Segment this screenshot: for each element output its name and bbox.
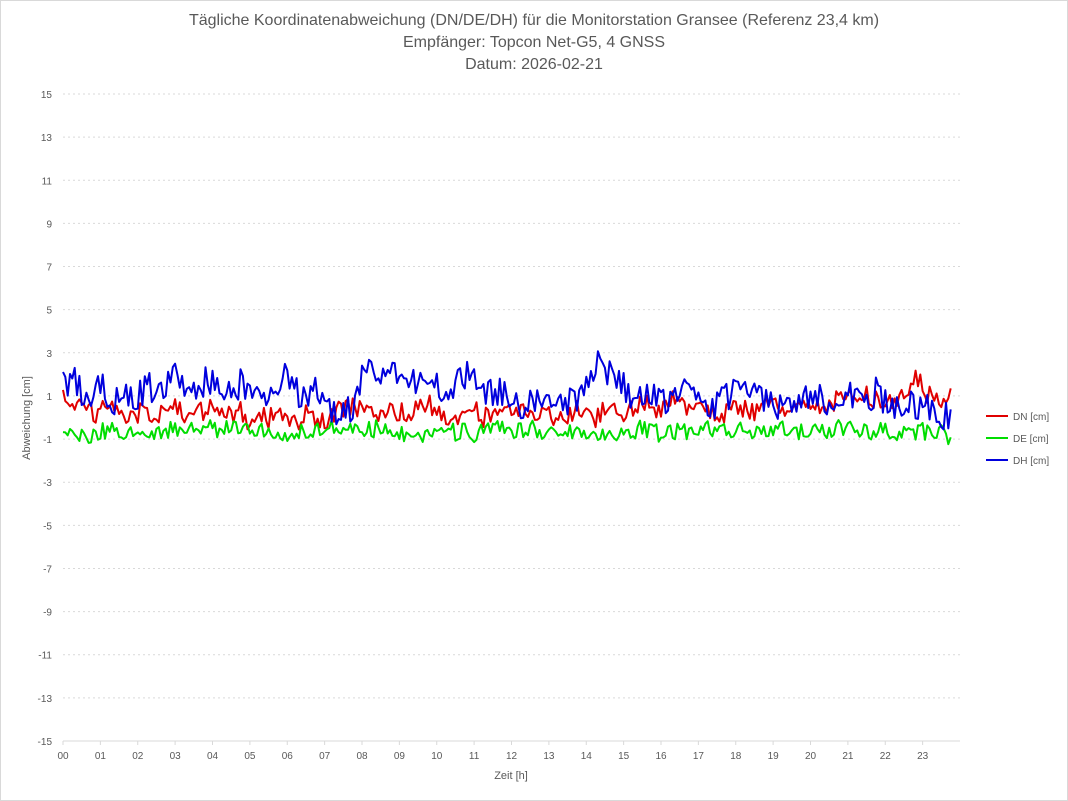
x-tick-label: 01 bbox=[95, 751, 107, 762]
x-tick-label: 12 bbox=[506, 751, 518, 762]
x-tick-label: 19 bbox=[768, 751, 780, 762]
chart-date: Datum: 2026-02-21 bbox=[465, 56, 603, 73]
y-axis-ticks: 15 13 11 9 7 5 3 1 -1 -3 -5 -7 -9 -11 -13 -15 bbox=[38, 90, 53, 748]
y-tick-label: 3 bbox=[46, 349, 52, 360]
y-tick-label: 1 bbox=[46, 392, 52, 403]
series-line-de bbox=[62, 419, 952, 446]
y-tick-label: 9 bbox=[46, 219, 52, 230]
x-tick-label: 21 bbox=[842, 751, 854, 762]
legend-label: DE [cm] bbox=[1013, 434, 1049, 445]
y-tick-label: -9 bbox=[43, 608, 52, 619]
y-tick-label: 5 bbox=[46, 306, 52, 317]
x-tick-label: 20 bbox=[805, 751, 817, 762]
x-tick-label: 22 bbox=[880, 751, 892, 762]
x-tick-label: 14 bbox=[581, 751, 593, 762]
x-axis-ticks: 00 01 02 03 04 05 06 07 08 09 10 11 12 13 14 15 16 17 18 19… bbox=[57, 741, 929, 762]
x-tick-label: 02 bbox=[132, 751, 144, 762]
y-tick-label: -1 bbox=[43, 435, 52, 446]
y-tick-label: -3 bbox=[43, 478, 52, 489]
x-tick-label: 17 bbox=[693, 751, 705, 762]
x-tick-label: 07 bbox=[319, 751, 331, 762]
x-tick-label: 23 bbox=[917, 751, 929, 762]
x-tick-label: 16 bbox=[655, 751, 667, 762]
y-tick-label: -7 bbox=[43, 564, 52, 575]
y-tick-label: -15 bbox=[38, 737, 53, 748]
legend: DN [cm] DE [cm] DH [cm] bbox=[986, 412, 1049, 467]
legend-label: DN [cm] bbox=[1013, 412, 1049, 423]
x-axis-label: Zeit [h] bbox=[494, 770, 528, 782]
data-series bbox=[62, 350, 952, 446]
x-tick-label: 15 bbox=[618, 751, 630, 762]
legend-label: DH [cm] bbox=[1013, 456, 1049, 467]
y-tick-label: 15 bbox=[41, 90, 53, 101]
chart-title: Tägliche Koordinatenabweichung (DN/DE/DH… bbox=[188, 12, 880, 29]
series-line-dh bbox=[62, 350, 952, 431]
y-tick-label: 13 bbox=[41, 133, 53, 144]
x-tick-label: 05 bbox=[244, 751, 256, 762]
x-tick-label: 06 bbox=[282, 751, 294, 762]
x-tick-label: 13 bbox=[543, 751, 555, 762]
y-tick-label: -11 bbox=[38, 651, 52, 662]
x-tick-label: 09 bbox=[394, 751, 406, 762]
y-tick-label: 11 bbox=[42, 176, 53, 187]
x-tick-label: 11 bbox=[469, 751, 480, 762]
y-tick-label: 7 bbox=[46, 263, 52, 274]
chart-subtitle: Empfänger: Topcon Net-G5, 4 GNSS bbox=[402, 34, 666, 51]
x-tick-label: 18 bbox=[730, 751, 742, 762]
x-tick-label: 04 bbox=[207, 751, 219, 762]
x-tick-label: 03 bbox=[170, 751, 182, 762]
y-axis-label: Abweichung [cm] bbox=[21, 376, 33, 460]
x-tick-label: 10 bbox=[431, 751, 443, 762]
x-tick-label: 08 bbox=[356, 751, 368, 762]
x-tick-label: 00 bbox=[57, 751, 69, 762]
y-tick-label: -5 bbox=[43, 521, 52, 532]
chart-title-block: Tägliche Koordinatenabweichung (DN/DE/DH… bbox=[0, 10, 1068, 76]
y-tick-label: -13 bbox=[38, 694, 53, 705]
